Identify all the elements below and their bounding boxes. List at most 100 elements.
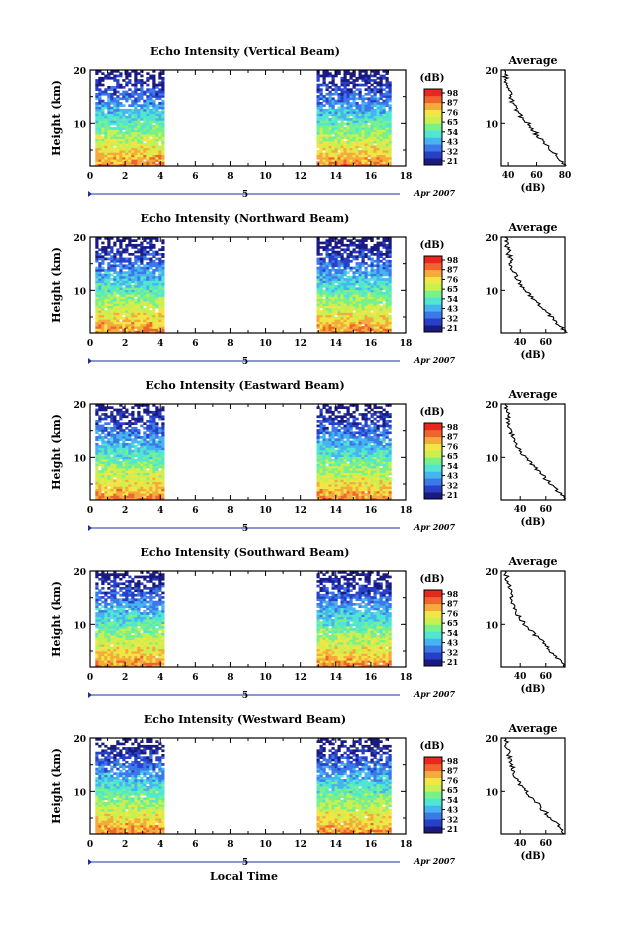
heatmap-cell	[319, 458, 323, 462]
heatmap-cell	[107, 415, 111, 419]
heatmap-cell	[146, 102, 150, 105]
heatmap-cell	[343, 328, 347, 332]
heatmap-cell	[370, 323, 374, 327]
heatmap-cell	[140, 246, 144, 249]
heatmap-cell	[331, 465, 335, 469]
heatmap-cell	[113, 122, 117, 126]
heatmap-cell	[361, 246, 365, 249]
heatmap-cell	[125, 273, 129, 277]
heatmap-cell	[104, 250, 108, 254]
heatmap-cell	[116, 447, 120, 451]
heatmap-cell	[122, 470, 126, 473]
heatmap-cell	[346, 474, 350, 478]
heatmap-cell	[331, 477, 335, 480]
heatmap-cell	[128, 291, 132, 295]
heatmap-cell	[113, 486, 117, 489]
heatmap-cell	[155, 111, 159, 114]
heatmap-cell	[116, 298, 120, 302]
heatmap-cell	[355, 282, 359, 286]
heatmap-cell	[128, 449, 132, 453]
heatmap-cell	[352, 104, 356, 107]
heatmap-cell	[358, 253, 362, 256]
heatmap-cell	[119, 102, 123, 105]
heatmap-cell	[376, 264, 380, 268]
colorbar-swatch	[424, 283, 442, 291]
heatmap-cell	[122, 454, 126, 457]
heatmap-cell	[370, 248, 374, 252]
heatmap-cell	[370, 481, 374, 485]
heatmap-cell	[116, 436, 120, 439]
heatmap-cell	[355, 280, 359, 284]
heatmap-cell	[361, 106, 365, 110]
heatmap-cell	[101, 296, 105, 300]
heatmap-cell	[113, 307, 117, 311]
colorbar-swatch	[424, 158, 442, 166]
heatmap-cell	[137, 420, 141, 423]
heatmap-cell	[349, 321, 353, 325]
heatmap-cell	[334, 259, 338, 263]
heatmap-cell	[113, 497, 117, 501]
heatmap-cell	[149, 497, 153, 501]
heatmap-cell	[340, 259, 344, 263]
heatmap-cell	[367, 79, 371, 82]
heatmap-cell	[137, 143, 141, 146]
heatmap-cell	[152, 113, 156, 117]
heatmap-cell	[161, 138, 165, 142]
heatmap-cell	[161, 463, 165, 467]
heatmap-cell	[349, 154, 353, 158]
heatmap-cell	[364, 81, 368, 85]
heatmap-cell	[385, 129, 389, 133]
heatmap-cell	[95, 134, 99, 137]
heatmap-cell	[331, 259, 335, 263]
heatmap-cell	[364, 237, 368, 240]
heatmap-cell	[152, 150, 156, 153]
heatmap-cell	[107, 479, 111, 483]
heatmap-cell	[343, 79, 347, 82]
heatmap-cell	[110, 426, 114, 430]
heatmap-cell	[113, 291, 117, 295]
heatmap-cell	[140, 104, 144, 107]
heatmap-cell	[319, 303, 323, 306]
heatmap-cell	[125, 436, 129, 439]
heatmap-cell	[149, 161, 153, 165]
heatmap-cell	[98, 111, 102, 114]
heatmap-cell	[382, 239, 386, 242]
heatmap-cell	[149, 127, 153, 130]
heatmap-cell	[101, 417, 105, 421]
heatmap-cell	[385, 102, 389, 105]
heatmap-cell	[319, 266, 323, 270]
heatmap-cell	[358, 145, 362, 149]
heatmap-cell	[116, 484, 120, 487]
heatmap-cell	[373, 490, 377, 494]
heatmap-cell	[325, 97, 329, 101]
heatmap-cell	[140, 472, 144, 476]
heatmap-cell	[161, 136, 165, 139]
heatmap-cell	[125, 422, 129, 425]
heatmap-cell	[119, 140, 123, 144]
heatmap-cell	[95, 81, 99, 85]
heatmap-cell	[134, 266, 138, 270]
heatmap-cell	[316, 326, 320, 329]
heatmap-cell	[367, 102, 371, 105]
heatmap-cell	[158, 136, 162, 139]
heatmap-cell	[382, 271, 386, 274]
heatmap-cell	[358, 497, 362, 501]
heatmap-cell	[158, 291, 162, 295]
heatmap-cell	[143, 410, 147, 414]
heatmap-cell	[152, 243, 156, 247]
heatmap-cell	[104, 321, 108, 325]
heatmap-cell	[98, 102, 102, 105]
heatmap-cell	[343, 294, 347, 297]
heatmap-cell	[379, 296, 383, 300]
heatmap-cell	[146, 97, 150, 101]
heatmap-cell	[379, 479, 383, 483]
heatmap-cell	[334, 271, 338, 274]
heatmap-cell	[385, 92, 389, 96]
heatmap-cell	[325, 479, 329, 483]
heatmap-cell	[140, 479, 144, 483]
heatmap-cell	[355, 250, 359, 254]
heatmap-cell	[382, 479, 386, 483]
heatmap-cell	[316, 86, 320, 89]
heatmap-cell	[128, 124, 132, 128]
heatmap-cell	[343, 250, 347, 254]
